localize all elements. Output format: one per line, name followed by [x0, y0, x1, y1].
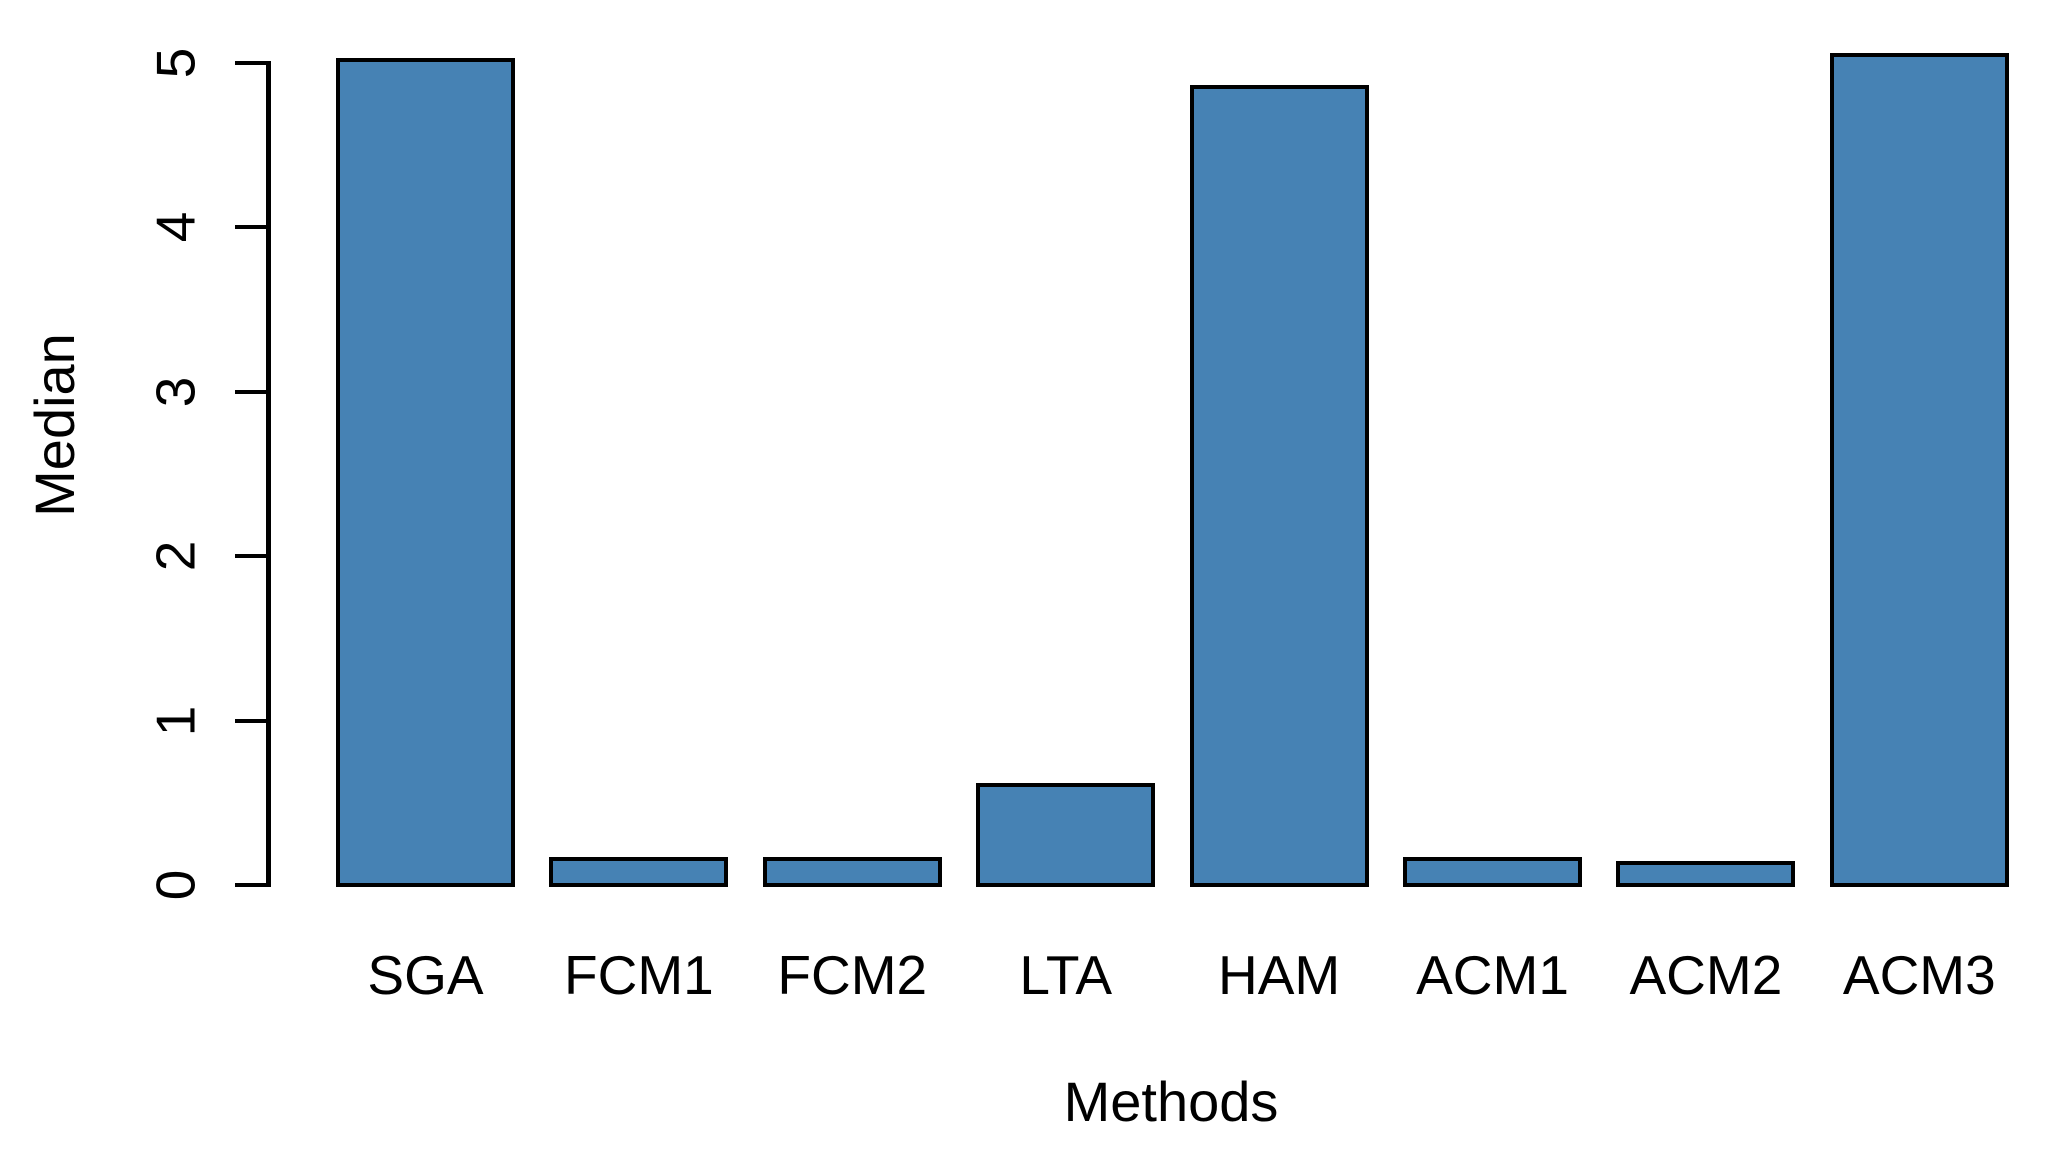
bar-sga [336, 58, 515, 887]
y-tick-mark [235, 61, 271, 65]
x-tick-label-lta: LTA [1019, 944, 1113, 1006]
bar-ham [1190, 85, 1369, 887]
y-tick-label: 5 [144, 47, 207, 79]
bar-fcm2 [763, 857, 942, 887]
bar-acm1 [1403, 857, 1582, 887]
bar-fcm1 [549, 857, 728, 887]
y-tick-label: 2 [144, 540, 207, 572]
y-tick-label: 3 [144, 376, 207, 408]
x-axis-title: Methods [1063, 1070, 1279, 1133]
bar-acm3 [1830, 53, 2009, 887]
x-tick-label-acm3: ACM3 [1842, 944, 1996, 1006]
y-axis-title: Median [23, 333, 86, 517]
x-tick-label-acm1: ACM1 [1416, 944, 1569, 1006]
y-axis-line [266, 61, 271, 887]
x-tick-label-fcm1: FCM1 [564, 944, 714, 1006]
y-tick-label: 1 [144, 705, 207, 736]
y-tick-label: 0 [144, 869, 207, 901]
bar-lta [976, 783, 1155, 887]
y-tick-mark [235, 389, 271, 394]
y-tick-mark [235, 225, 271, 230]
x-tick-label-sga: SGA [367, 944, 484, 1006]
x-tick-label-ham: HAM [1217, 944, 1341, 1006]
y-tick-mark [235, 554, 271, 559]
x-tick-label-fcm2: FCM2 [777, 944, 928, 1006]
bar-acm2 [1616, 861, 1795, 887]
y-tick-mark [235, 718, 271, 723]
x-tick-label-acm2: ACM2 [1629, 944, 1783, 1006]
y-tick-mark [235, 883, 271, 887]
y-tick-label: 4 [144, 212, 207, 243]
